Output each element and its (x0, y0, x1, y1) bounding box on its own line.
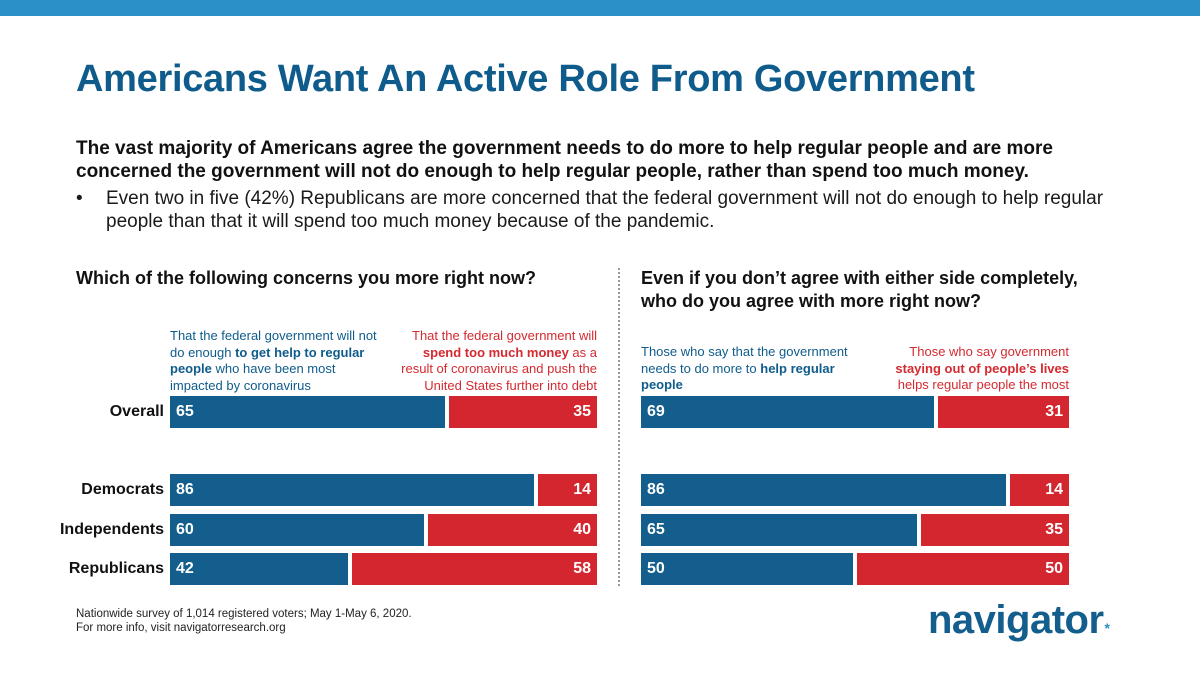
bar-segment-blue: 86 (641, 474, 1006, 506)
left-blue-label-post: who have been most impacted by coronavir… (170, 361, 336, 393)
bar-segment-red: 14 (1010, 474, 1069, 506)
bar-segment-red: 31 (938, 396, 1069, 428)
bar-value-label: 60 (176, 521, 194, 538)
left-blue-label-bold: to get help to regular people (170, 344, 365, 377)
left-red-label: That the federal government will spend t… (390, 328, 597, 394)
lead-text: The vast majority of Americans agree the… (76, 138, 1053, 182)
left-chart-question: Which of the following concerns you more… (76, 268, 536, 288)
left-blue-label-pre: That the federal government will not do … (170, 328, 377, 360)
left-red-label-pre: That the federal government will (412, 328, 597, 343)
bar-value-label: 35 (1045, 521, 1063, 538)
right-red-label-pre: Those who say government (909, 344, 1069, 359)
right-chart-question: Even if you don’t agree with either side… (641, 268, 1078, 311)
bar-segment-blue: 65 (641, 514, 917, 546)
bar-segment-red: 35 (449, 396, 597, 428)
bar-value-label: 31 (1045, 403, 1063, 420)
right-blue-label-bold: help regular people (641, 360, 835, 393)
page-title: Americans Want An Active Role From Gover… (76, 58, 975, 100)
bar-segment-red: 50 (857, 553, 1069, 585)
right-red-label: Those who say government staying out of … (878, 344, 1069, 394)
bar-value-label: 65 (176, 403, 194, 420)
footnote: Nationwide survey of 1,014 registered vo… (76, 607, 412, 635)
bar-value-label: 35 (573, 403, 591, 420)
left-red-label-post: as a result of coronavirus and push the … (401, 344, 597, 393)
bar-segment-blue: 50 (641, 553, 853, 585)
right-blue-label-pre: Those who say that the government needs … (641, 344, 848, 376)
bar-value-label: 14 (573, 481, 591, 498)
right-red-label-post: helps regular people the most (897, 377, 1069, 392)
right-red-label-bold: staying out of people’s lives (895, 360, 1069, 376)
category-label: Independents (59, 521, 164, 538)
logo-text: navigator (928, 598, 1104, 642)
bar-value-label: 58 (573, 560, 591, 577)
bar-segment-blue: 65 (170, 396, 445, 428)
bar-value-label: 50 (1045, 560, 1063, 577)
bar-value-label: 50 (647, 560, 665, 577)
bar-value-label: 69 (647, 403, 665, 420)
bullet-marker: • (76, 188, 83, 209)
bar-value-label: 14 (1045, 481, 1063, 498)
bar-value-label: 86 (647, 481, 665, 498)
bar-segment-red: 58 (352, 553, 597, 585)
bar-segment-blue: 69 (641, 396, 934, 428)
bar-value-label: 42 (176, 560, 194, 577)
bar-segment-red: 40 (428, 514, 597, 546)
bar-segment-blue: 42 (170, 553, 348, 585)
left-blue-label: That the federal government will not do … (170, 328, 385, 394)
footnote-line-1: Nationwide survey of 1,014 registered vo… (76, 608, 412, 620)
category-label: Democrats (81, 481, 164, 498)
category-label: Overall (109, 403, 164, 420)
category-label: Republicans (68, 560, 164, 577)
bar-value-label: 40 (573, 521, 591, 538)
navigator-logo: navigator* (928, 598, 1110, 643)
footnote-line-2: For more info, visit navigatorresearch.o… (76, 622, 286, 634)
right-blue-label: Those who say that the government needs … (641, 344, 876, 394)
bullet-text: Even two in five (42%) Republicans are m… (106, 188, 1104, 232)
bar-value-label: 65 (647, 521, 665, 538)
bar-segment-blue: 86 (170, 474, 534, 506)
top-accent-bar (0, 0, 1200, 16)
logo-star-mark: * (1104, 620, 1110, 636)
bar-value-label: 86 (176, 481, 194, 498)
bar-segment-red: 35 (921, 514, 1069, 546)
bar-segment-red: 14 (538, 474, 597, 506)
left-red-label-bold: spend too much money (422, 344, 569, 360)
bar-segment-blue: 60 (170, 514, 424, 546)
chart-divider (618, 268, 620, 586)
